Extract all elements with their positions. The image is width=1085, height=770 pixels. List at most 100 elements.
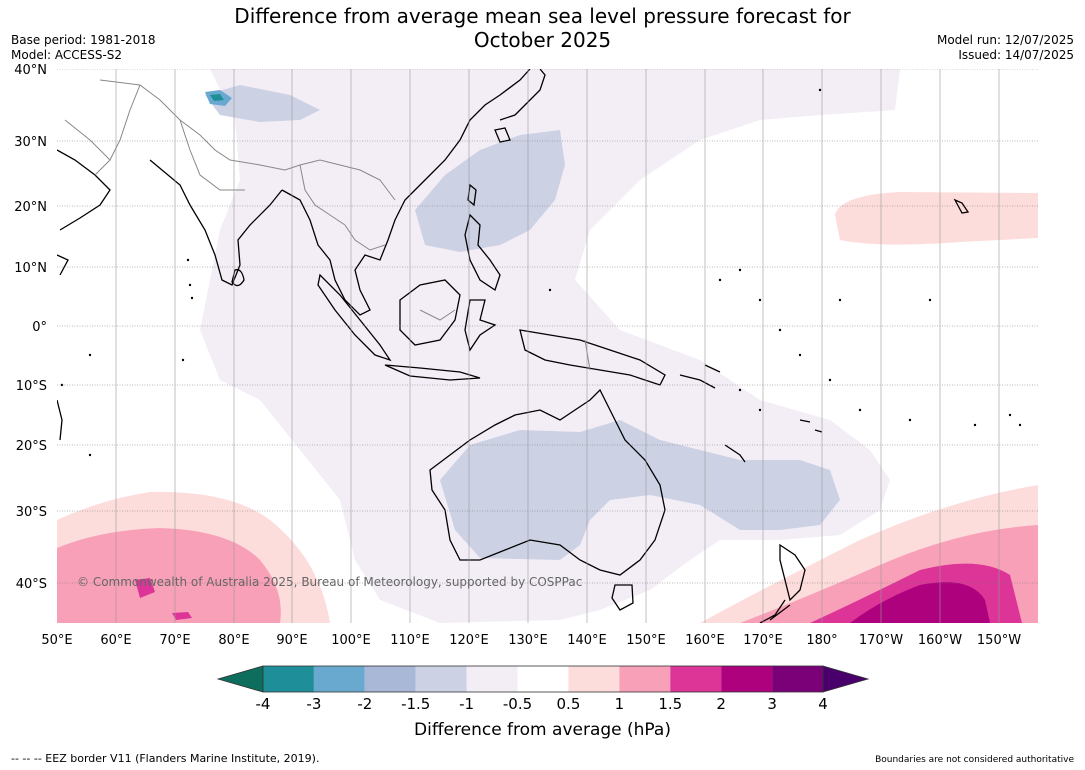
- lon-label: 170°W: [859, 633, 903, 648]
- colorbar-tick: 4: [818, 695, 828, 713]
- colorbar-tick: 1: [615, 695, 625, 713]
- colorbar-tick: -1: [459, 695, 474, 713]
- lat-label: 0°: [32, 320, 47, 335]
- colorbar-tick: 0.5: [557, 695, 581, 713]
- colorbar-segment: [772, 666, 823, 692]
- colorbar-segment: [670, 666, 722, 692]
- lon-label: 70°E: [159, 633, 190, 648]
- colorbar-tick: 3: [767, 695, 777, 713]
- lon-label: 130°E: [508, 633, 548, 648]
- lon-label: 170°E: [743, 633, 783, 648]
- colorbar-segment: [364, 666, 416, 692]
- meridians: [115, 69, 1000, 623]
- coastline-new-caledonia: [724, 444, 746, 463]
- lon-label: 150°E: [626, 633, 666, 648]
- colorbar-segment: [568, 666, 620, 692]
- title-line-1: Difference from average mean sea level p…: [234, 4, 851, 28]
- meta-left: Base period: 1981-2018 Model: ACCESS-S2: [11, 33, 156, 63]
- lat-label: 30°N: [14, 135, 47, 150]
- lat-label: 40°S: [16, 577, 47, 592]
- lon-label: 60°E: [100, 633, 131, 648]
- coastline-philippines: [464, 213, 501, 292]
- colorbar-tick: -4: [256, 695, 271, 713]
- coastline-new-zealand-north: [779, 543, 806, 602]
- lon-label: 180°: [806, 633, 837, 648]
- colorbar-tick: -3: [306, 695, 321, 713]
- coastline-taiwan: [467, 183, 477, 207]
- colorbar-tick: 1.5: [658, 695, 682, 713]
- coastline-india: [149, 159, 283, 286]
- colorbar-outline: [262, 665, 824, 693]
- lat-label: 10°S: [16, 379, 47, 394]
- colorbar: [216, 665, 870, 693]
- coastlines: [57, 69, 970, 623]
- lon-label: 140°E: [567, 633, 607, 648]
- coastline-tasmania: [611, 584, 634, 611]
- issued-date: Issued: 14/07/2025: [958, 48, 1074, 62]
- colorbar-segment: [721, 666, 773, 692]
- country-borders: [64, 79, 591, 371]
- gridlines: [57, 69, 1038, 584]
- coastline-fiji: [799, 419, 823, 433]
- coastline-africa-horn: [57, 254, 69, 276]
- coastline-madagascar: [57, 399, 63, 441]
- lon-label: 100°E: [331, 633, 371, 648]
- lat-label: 20°N: [14, 200, 47, 215]
- lon-label: 110°E: [390, 633, 430, 648]
- lon-label: 90°E: [276, 633, 307, 648]
- lon-label: 160°E: [685, 633, 725, 648]
- anomaly-positive-south-pacific-very-strong: [850, 582, 990, 623]
- anomaly-negative-australia: [440, 420, 840, 560]
- base-period: Base period: 1981-2018: [11, 33, 156, 47]
- anomaly-negative-east-asia: [415, 130, 565, 252]
- lon-label: 160°W: [918, 633, 962, 648]
- lat-label: 20°S: [16, 439, 47, 454]
- coastline-sumatra: [317, 273, 392, 362]
- colorbar-segment: [415, 666, 467, 692]
- anomaly-positive-north-pacific: [835, 192, 1038, 245]
- colorbar-segment: [619, 666, 671, 692]
- copyright-notice: © Commonwealth of Australia 2025, Bureau…: [77, 575, 583, 589]
- colorbar-extend-high: [822, 665, 870, 693]
- map-title: Difference from average mean sea level p…: [0, 4, 1085, 52]
- anomaly-positive-south-indian-spot-2: [172, 612, 192, 620]
- small-islands: [60, 88, 1022, 457]
- colorbar-tick: -1.5: [401, 695, 430, 713]
- lat-label: 10°N: [14, 261, 47, 276]
- lon-label: 150°W: [977, 633, 1021, 648]
- coastline-australia: [429, 388, 666, 576]
- colorbar-tick-labels: -4 -3 -2 -1.5 -1 -0.5 0.5 1 1.5 2 3 4: [256, 695, 828, 713]
- coastline-indochina: [281, 69, 531, 316]
- lat-label: 40°N: [14, 63, 47, 78]
- anomaly-very-strong-negative-himalaya: [210, 94, 224, 101]
- map-area: [57, 69, 1038, 623]
- title-line-2: October 2025: [473, 28, 612, 52]
- coastline-arabia: [57, 149, 111, 231]
- coastline-japan: [494, 69, 546, 143]
- colorbar-tick: 2: [716, 695, 726, 713]
- latitude-labels: 40°N 30°N 20°N 10°N 0° 10°S 20°S 30°S 40…: [14, 63, 47, 592]
- anomaly-positive-south-indian-medium: [57, 528, 281, 623]
- coastline-solomon-islands: [679, 364, 721, 389]
- lon-label: 80°E: [218, 633, 249, 648]
- colorbar-extend-low: [216, 665, 264, 693]
- lat-label: 30°S: [16, 505, 47, 520]
- longitude-labels: 50°E 60°E 70°E 80°E 90°E 100°E 110°E 120…: [41, 633, 1021, 648]
- colorbar-tick: -0.5: [503, 695, 532, 713]
- meta-right: Model run: 12/07/2025 Issued: 14/07/2025: [937, 33, 1074, 63]
- lon-label: 50°E: [41, 633, 72, 648]
- colorbar-segment: [313, 666, 365, 692]
- colorbar-segment: [466, 666, 518, 692]
- coastline-borneo: [399, 279, 461, 346]
- coastline-new-zealand-south: [759, 599, 791, 623]
- anomaly-light-negative-east: [760, 86, 805, 104]
- eez-border-note: -- -- -- EEZ border V11 (Flanders Marine…: [11, 752, 320, 765]
- colorbar-label: Difference from average (hPa): [414, 720, 671, 740]
- boundaries-disclaimer: Boundaries are not considered authoritat…: [875, 755, 1074, 765]
- colorbar-segment: [517, 666, 569, 692]
- coastline-hawaii: [953, 198, 970, 214]
- coastline-sulawesi: [464, 299, 497, 352]
- colorbar-segment: [263, 666, 314, 692]
- colorbar-tick: -2: [357, 695, 372, 713]
